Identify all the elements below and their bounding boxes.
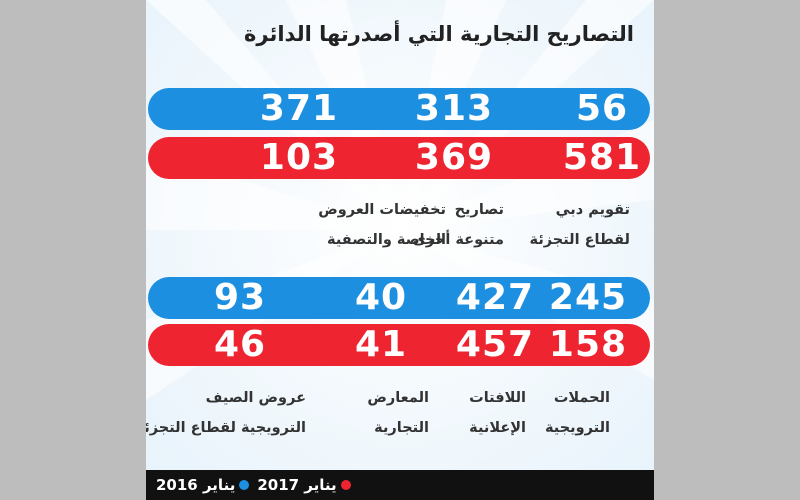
legend-label-2016: يناير 2016 [156,476,236,494]
data-value: 427 [455,277,535,318]
data-value: 457 [455,324,535,365]
data-value: 581 [562,137,642,178]
legend-blue-dot-icon [239,480,250,490]
category-label-line: الحملات [553,390,610,406]
data-value: 93 [213,277,267,318]
category-label: عروض الصيف الترويجية لقطاع التجزئة [146,383,306,443]
infographic-card: التصاريح التجارية التي أصدرتها الدائرة 5… [146,0,654,500]
category-label: تخفيضات العروض الخاصة والتصفية [318,195,446,255]
category-label-line: التجارية [374,420,429,436]
data-value: 56 [575,88,629,129]
category-label-line: لقطاع التجزئة [529,232,630,248]
category-label-line: عروض الصيف [205,390,306,406]
data-value: 371 [259,88,339,129]
legend-item-2017: يناير 2017 [257,476,351,494]
category-label-line: الخاصة والتصفية [327,232,446,248]
category-label-line: الترويجية لقطاع التجزئة [146,420,306,436]
chart-title: التصاريح التجارية التي أصدرتها الدائرة [244,22,634,46]
category-label: المعارض التجارية [367,383,429,443]
category-label-line: متنوعة أخرى [412,232,504,248]
category-label-line: الترويجية [545,420,610,436]
value-band-2017: 158 457 41 46 [148,324,650,366]
category-label-line: المعارض [367,390,429,406]
legend-item-2016: يناير 2016 [156,476,250,494]
category-label-line: الإعلانية [469,420,526,436]
data-value: 40 [354,277,408,318]
category-label-line: تقويم دبي [555,202,630,218]
legend-red-dot-icon [340,480,351,490]
legend-bar: يناير 2016 يناير 2017 [146,470,654,500]
data-value: 46 [213,324,267,365]
category-label-line: تخفيضات العروض [318,202,446,218]
data-value: 313 [414,88,494,129]
category-label-line: اللافتات [469,390,526,406]
value-band-2016: 56 313 371 [148,88,650,130]
category-label-line: تصاريح [454,202,504,218]
value-band-2017: 581 369 103 [148,137,650,179]
category-label: الحملات الترويجية [545,383,610,443]
data-value: 41 [354,324,408,365]
category-label: اللافتات الإعلانية [469,383,526,443]
data-value: 245 [548,277,628,318]
value-band-2016: 245 427 40 93 [148,277,650,319]
data-value: 103 [259,137,339,178]
legend: يناير 2016 يناير 2017 [156,470,351,500]
category-label: تقويم دبي لقطاع التجزئة [530,195,630,255]
category-label: تصاريح متنوعة أخرى [413,195,504,255]
data-value: 158 [548,324,628,365]
legend-label-2017: يناير 2017 [257,476,337,494]
data-value: 369 [414,137,494,178]
